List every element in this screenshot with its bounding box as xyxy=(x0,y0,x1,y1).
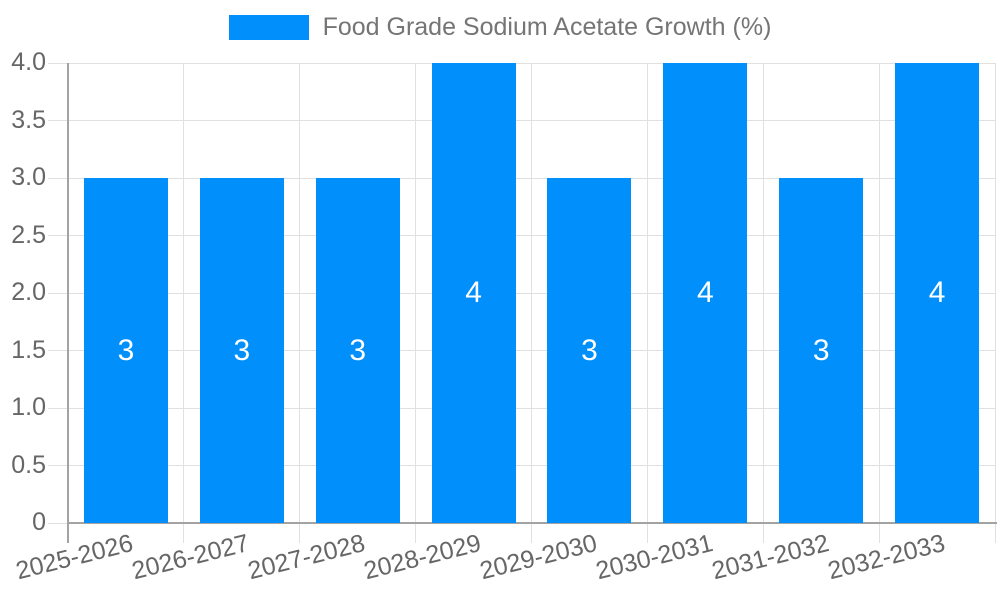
y-gridline xyxy=(48,235,995,236)
legend[interactable]: Food Grade Sodium Acetate Growth (%) xyxy=(0,13,1000,42)
x-gridline xyxy=(994,63,996,543)
x-gridline xyxy=(762,63,764,543)
x-axis-tick-label: 2030-2031 xyxy=(592,529,716,586)
y-axis-line xyxy=(67,63,69,543)
bar[interactable] xyxy=(83,178,168,523)
x-axis-tick-label: 2032-2033 xyxy=(824,529,948,586)
bar[interactable] xyxy=(779,178,864,523)
y-axis-tick-label: 4.0 xyxy=(11,48,46,76)
x-axis-line xyxy=(68,522,997,524)
x-axis-tick-label: 2029-2030 xyxy=(476,529,600,586)
y-gridline xyxy=(48,292,995,294)
legend-label: Food Grade Sodium Acetate Growth (%) xyxy=(322,13,772,41)
y-gridline xyxy=(48,407,995,409)
x-gridline xyxy=(183,63,185,543)
x-gridline xyxy=(878,63,880,543)
bar[interactable] xyxy=(895,63,980,523)
y-axis-tick-label: 1.0 xyxy=(11,393,46,421)
x-gridline xyxy=(531,63,532,543)
x-gridline xyxy=(646,63,648,543)
y-axis-tick-label: 0 xyxy=(32,508,46,536)
x-axis-tick-label: 2025-2026 xyxy=(13,529,137,586)
x-gridline xyxy=(299,63,301,543)
y-axis-tick-label: 3.0 xyxy=(11,163,46,191)
y-gridline xyxy=(48,350,995,351)
bar[interactable] xyxy=(431,63,516,523)
y-gridline xyxy=(48,522,68,524)
y-axis-tick-label: 2.0 xyxy=(11,278,46,306)
y-axis-tick-label: 0.5 xyxy=(11,450,46,479)
y-gridline xyxy=(48,177,995,179)
bar[interactable] xyxy=(199,178,284,523)
y-gridline xyxy=(48,120,995,121)
y-axis-tick-label: 2.5 xyxy=(11,220,46,249)
x-axis-tick-label: 2026-2027 xyxy=(129,529,253,586)
bar[interactable] xyxy=(547,178,632,523)
y-axis-tick-label: 3.5 xyxy=(11,105,46,134)
x-gridline xyxy=(415,63,417,543)
x-axis-tick-label: 2031-2032 xyxy=(708,529,832,586)
x-axis-tick-label: 2028-2029 xyxy=(361,529,484,586)
bar[interactable] xyxy=(315,178,400,523)
legend-swatch xyxy=(228,15,309,41)
y-axis-tick-label: 1.5 xyxy=(11,335,46,364)
x-axis-tick-label: 2027-2028 xyxy=(245,529,368,586)
y-gridline xyxy=(48,465,995,466)
y-gridline xyxy=(48,62,995,64)
bar[interactable] xyxy=(663,63,748,523)
